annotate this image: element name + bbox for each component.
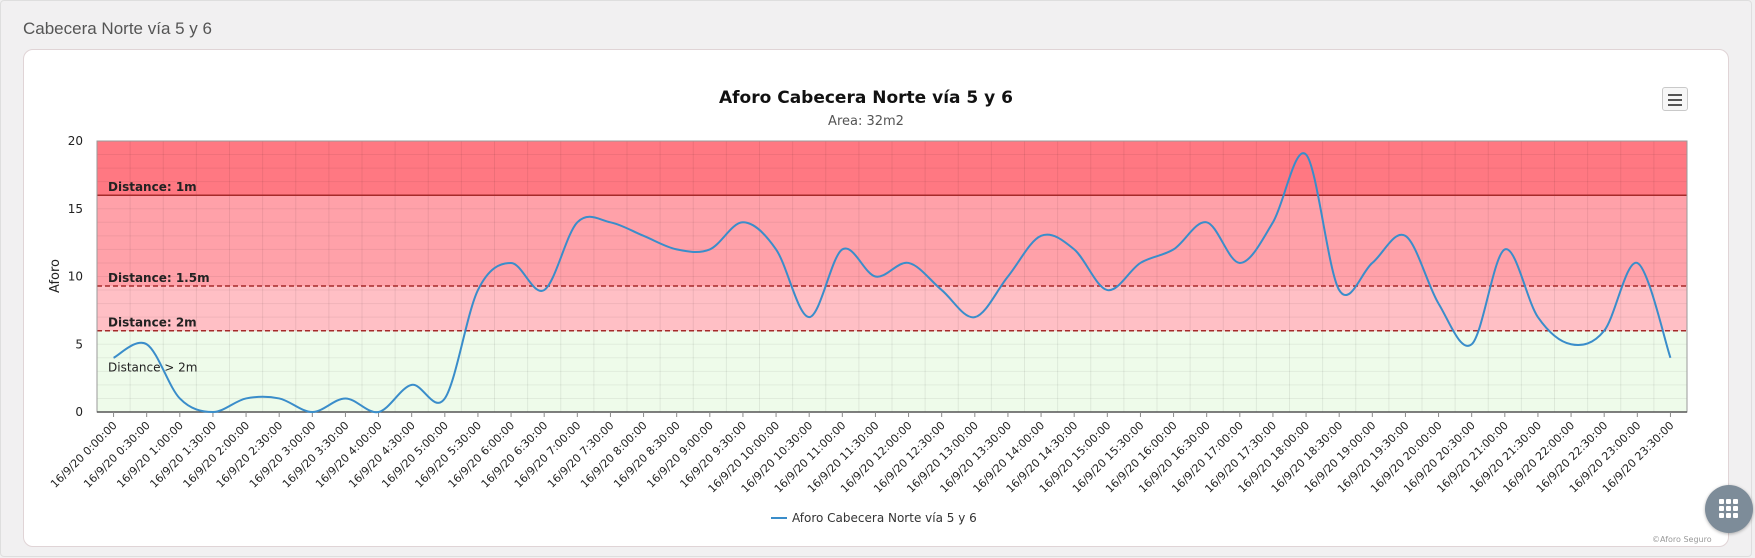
- grid-lines: [96, 140, 1688, 413]
- threshold-label-0: Distance: 1m: [108, 180, 197, 194]
- plot-bands: [97, 141, 1687, 412]
- band-label: Distance > 2m: [108, 360, 197, 374]
- legend[interactable]: Aforo Cabecera Norte vía 5 y 6: [771, 511, 977, 525]
- y-tick-label: 15: [68, 202, 83, 216]
- threshold-lines: Distance: 1m Distance: 1.5m Distance: 2m Di…: [97, 180, 1687, 374]
- hamburger-menu-icon[interactable]: [1662, 87, 1688, 111]
- plot-band-3: [97, 330, 1687, 412]
- threshold-label-2: Distance: 2m: [108, 316, 197, 330]
- threshold-label-1: Distance: 1.5m: [108, 271, 210, 285]
- y-tick-label: 20: [68, 134, 83, 148]
- y-tick-label: 10: [68, 270, 83, 284]
- credit-text: ©Aforo Seguro: [1652, 535, 1712, 544]
- y-tick-label: 0: [75, 405, 83, 419]
- series-line-0: [113, 152, 1672, 414]
- legend-item-label: Aforo Cabecera Norte vía 5 y 6: [792, 511, 977, 525]
- y-tick-label: 5: [75, 337, 83, 351]
- chart-title: Aforo Cabecera Norte vía 5 y 6: [719, 88, 1013, 108]
- panel-title: Cabecera Norte vía 5 y 6: [23, 19, 212, 38]
- series-layer: [113, 152, 1672, 414]
- grid-apps-icon[interactable]: [1705, 485, 1753, 533]
- y-axis-label: Aforo: [48, 259, 63, 293]
- chart-subtitle: Area: 32m2: [828, 114, 904, 129]
- plot-band-0: [97, 141, 1687, 196]
- plot-band-2: [97, 285, 1687, 331]
